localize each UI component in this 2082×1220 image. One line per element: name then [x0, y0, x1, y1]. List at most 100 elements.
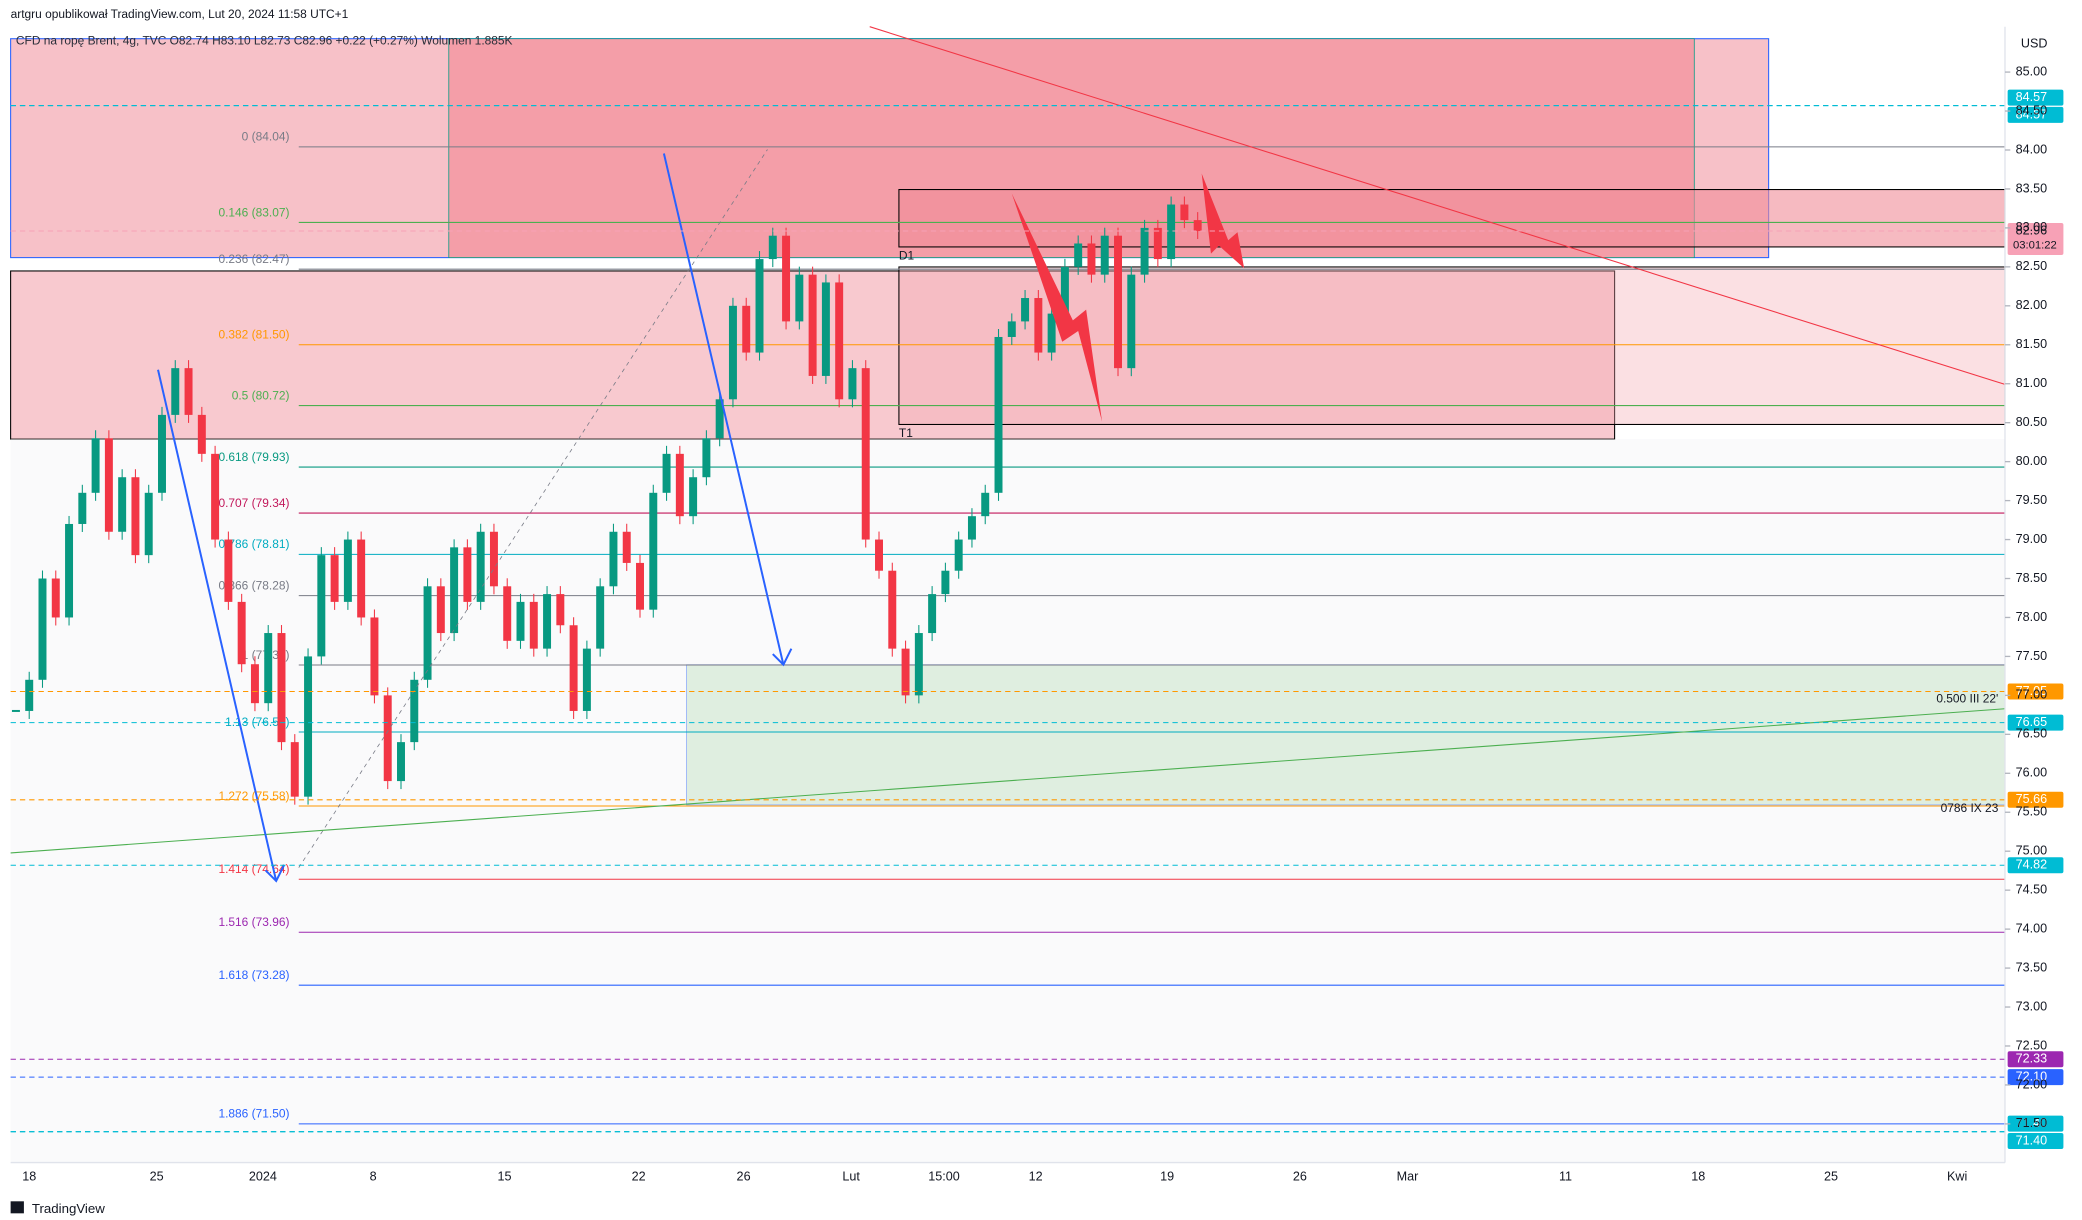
author-line: artgru opublikował TradingView.com, Lut … — [11, 7, 349, 21]
brand: TradingView — [32, 1201, 105, 1216]
price-tags: 84.57 84.57 82.96 03:01:22 77.05 76.65 75.66 74… — [10, 89, 2064, 1150]
price-label: 78.00 — [2016, 610, 2048, 624]
price-tag-label: 71.40 — [2016, 1116, 2048, 1130]
candle-body — [290, 742, 299, 797]
price-tag-label: 77.05 — [2016, 684, 2048, 698]
candle-body — [1114, 235, 1122, 369]
candle-body — [51, 578, 60, 618]
fib-label: 0.5 (80.72) — [232, 388, 290, 402]
candle-body — [197, 414, 206, 454]
candle-body — [211, 453, 220, 540]
label-t1: T1 — [899, 426, 913, 440]
candle-body — [795, 274, 804, 322]
candle-body — [370, 617, 379, 696]
candle-body — [118, 477, 127, 532]
zone-shade — [10, 439, 2005, 1163]
candle-body — [768, 235, 777, 260]
candle-body — [104, 438, 113, 532]
price-label: 79.50 — [2016, 493, 2048, 507]
price-tag — [2007, 89, 2064, 106]
price-axis: USD 85.00 84.50 84.00 83.50 83.00 82.50 82.00 8… — [10, 26, 2048, 1184]
candle-body — [463, 547, 472, 602]
candle-body — [1167, 204, 1176, 260]
candle-body — [582, 648, 591, 711]
candle-body — [755, 259, 764, 353]
candle-body — [848, 368, 857, 400]
candle-body — [1127, 274, 1136, 369]
time-label: Kwi — [1947, 1170, 1967, 1184]
legend: CFD na ropę Brent, 4g, TVC O82.74 H83.10… — [16, 34, 513, 48]
fib-label: 0.236 (82.47) — [218, 252, 289, 266]
candle-body — [343, 539, 352, 602]
countdown: 03:01:22 — [2013, 240, 2057, 252]
price-label: 81.50 — [2016, 337, 2048, 351]
price-label: 80.00 — [2016, 454, 2048, 468]
candle-body — [1193, 220, 1202, 232]
time-label: 25 — [1824, 1170, 1838, 1184]
candle-body — [888, 570, 897, 649]
price-label: 82.50 — [2016, 259, 2048, 273]
candle-body — [1087, 243, 1096, 275]
candle-body — [476, 531, 485, 602]
candle-body — [78, 492, 87, 524]
candle-body — [1034, 298, 1043, 353]
arrow-head — [264, 864, 286, 883]
candle-body — [516, 601, 525, 641]
arrow-head — [772, 648, 793, 667]
fib-label: 0.382 (81.50) — [218, 328, 289, 342]
candle-body — [821, 282, 830, 376]
fib-label: 1.516 (73.96) — [218, 915, 289, 929]
price-label: 84.00 — [2016, 142, 2048, 156]
price-label: 72.50 — [2016, 1038, 2048, 1052]
candle-body — [65, 523, 74, 618]
price-tag-label: 84.57 — [2016, 90, 2048, 104]
candle-body — [1047, 313, 1056, 353]
candle-body — [503, 586, 512, 641]
price-tag — [2007, 1051, 2064, 1068]
candle-body — [941, 570, 950, 595]
candle-body — [728, 305, 737, 400]
time-label: Mar — [1397, 1170, 1419, 1184]
candle-body — [423, 586, 432, 680]
fib-label: 0.786 (78.81) — [218, 537, 289, 551]
price-label: 75.50 — [2016, 805, 2048, 819]
time-label: 8 — [370, 1170, 377, 1184]
candle-body — [967, 516, 976, 540]
candle-body — [529, 601, 538, 649]
arrow-red-big — [1011, 193, 1103, 422]
candle-body — [994, 336, 1003, 493]
candle-body — [914, 633, 923, 696]
time-label: 26 — [1293, 1170, 1307, 1184]
time-label: 11 — [1559, 1170, 1572, 1184]
candle-body — [835, 282, 844, 400]
fib-label: 0.618 (79.93) — [218, 450, 289, 464]
price-label: 78.50 — [2016, 571, 2048, 585]
candle-body — [91, 438, 100, 493]
candle-body — [1180, 204, 1189, 221]
candle-body — [330, 555, 339, 602]
time-label: 15:00 — [928, 1170, 960, 1184]
candle-body — [25, 679, 34, 711]
price-label: 75.00 — [2016, 844, 2048, 858]
fib-label: 0.707 (79.34) — [218, 496, 289, 510]
time-label: 18 — [1691, 1170, 1705, 1184]
currency: USD — [2021, 36, 2048, 50]
price-label: 85.00 — [2016, 64, 2048, 78]
time-label: 18 — [22, 1170, 36, 1184]
price-label: 82.00 — [2016, 298, 2048, 312]
price-label: 74.00 — [2016, 921, 2048, 935]
price-label: 77.50 — [2016, 649, 2048, 663]
candle-body — [569, 625, 578, 711]
price-label: 73.50 — [2016, 960, 2048, 974]
candle-body — [782, 235, 791, 322]
candle-body — [304, 656, 313, 797]
candle-body — [1074, 243, 1083, 267]
candle-body — [277, 633, 286, 743]
candle-body — [901, 648, 910, 696]
candle-body — [596, 586, 605, 649]
candle-body — [715, 399, 724, 439]
time-label: 22 — [632, 1170, 646, 1184]
price-tag — [2007, 106, 2064, 123]
